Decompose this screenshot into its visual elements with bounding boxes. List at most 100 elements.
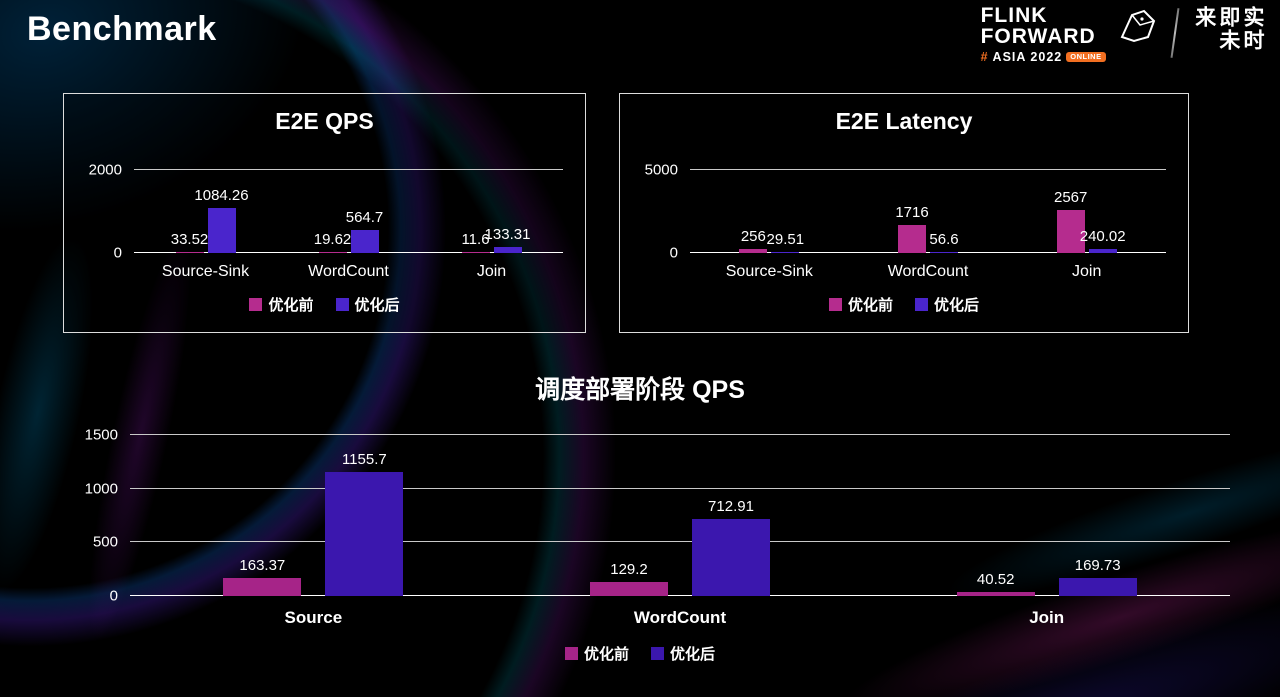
bar-优化前-Join: 11.6 [461, 231, 490, 253]
value-label-优化后-WordCount: 564.7 [345, 208, 384, 226]
value-label-优化后-WordCount: 712.91 [708, 498, 754, 516]
legend-swatch-优化前 [564, 647, 578, 660]
value-label-优化后-Source-Sink: 1084.26 [194, 187, 249, 205]
legend-label-优化前: 优化前 [583, 646, 629, 663]
bar-优化后-Join: 240.02 [1080, 228, 1126, 253]
bar-优化后-Join: 133.31 [485, 226, 530, 253]
gridline-0 [134, 252, 563, 253]
logo-flink-text: FLINK [980, 4, 1048, 27]
legend-swatch-优化后 [915, 298, 928, 311]
slogan-vertical-text: 实时即未来 [1192, 6, 1264, 52]
x-label-WordCount: WordCount [887, 263, 969, 280]
logo-divider [1170, 8, 1180, 58]
bar-groups: 33.52 1084.26 19.62 564.7 11.6 133.31 [134, 170, 563, 253]
top-chart-row: E2E QPS 0 2000 33.52 1084.26 19.62 564.7 11.6 1… [63, 93, 1217, 333]
plot-area-e2e-qps: 0 2000 33.52 1084.26 19.62 564.7 11.6 133.31 [89, 162, 563, 262]
legend-label-优化后: 优化后 [354, 297, 400, 314]
bar-group-WordCount: 19.62 564.7 [277, 170, 420, 253]
online-badge: ONLINE [1066, 52, 1106, 62]
legend-item-优化前: 优化前 [249, 294, 314, 315]
x-label-Source: Source [284, 608, 343, 627]
gridline-0 [130, 595, 1230, 596]
bar-group-WordCount: 1716 56.6 [849, 170, 1008, 253]
y-tick-0: 0 [113, 244, 122, 262]
value-label-优化前-WordCount: 19.62 [313, 231, 352, 248]
gridline-2000 [134, 169, 563, 170]
x-axis-labels-e2e-latency: Source-Sink WordCount Join [690, 263, 1166, 281]
bar-group-Join: 11.6 133.31 [420, 170, 563, 253]
y-tick-0: 0 [669, 244, 678, 262]
value-label-优化后-Join: 240.02 [1079, 228, 1126, 246]
gridline-1000 [130, 487, 1230, 489]
bar-groups: 163.37 1155.7 129.2 712.91 40.52 169.73 [130, 435, 1230, 596]
bar-优化前-Source: 163.37 [223, 557, 302, 596]
legend-schedule-deploy-qps: 优化前 优化后 [0, 643, 1280, 664]
charts-area: E2E QPS 0 2000 33.52 1084.26 19.62 564.7 11.6 1… [0, 93, 1280, 664]
logo-forward-text: FORWARD [980, 25, 1096, 49]
bar-优化后-WordCount: 56.6 [929, 231, 959, 253]
gridline-1500 [130, 434, 1230, 435]
legend-item-优化后: 优化后 [915, 294, 979, 315]
x-label-WordCount: WordCount [308, 263, 389, 280]
chart-title-schedule-deploy-qps: 调度部署阶段 QPS [535, 376, 745, 404]
value-label-优化前-WordCount: 1716 [895, 203, 929, 221]
bar-group-Join: 40.52 169.73 [863, 435, 1230, 596]
bar-优化后-Join: 169.73 [1058, 557, 1137, 596]
value-label-优化前-Source-Sink: 256 [740, 227, 766, 245]
bar-group-Source-Sink: 256 29.51 [690, 170, 849, 253]
y-tick-500: 500 [92, 533, 118, 551]
y-tick-0: 0 [109, 587, 118, 605]
plot-area-e2e-latency: 0 5000 256 29.51 1716 56.6 2567 240.02 [645, 162, 1166, 262]
x-axis-labels-e2e-qps: Source-Sink WordCount Join [134, 263, 563, 281]
bar-group-Source-Sink: 33.52 1084.26 [134, 170, 277, 253]
value-label-优化前-WordCount: 129.2 [610, 561, 648, 579]
legend-swatch-优化后 [335, 298, 349, 311]
value-label-优化前-Join: 2567 [1053, 189, 1088, 207]
bar-group-WordCount: 129.2 712.91 [497, 435, 864, 596]
bar-groups: 256 29.51 1716 56.6 2567 240.02 [690, 170, 1166, 253]
legend-e2e-qps: 优化前 优化后 [76, 294, 573, 315]
bar-优化后-Source: 1155.7 [325, 451, 404, 596]
plot-area-schedule-deploy-qps: 0 500 1000 1500 163.37 1155.7 129.2 712.91 40.52… [85, 427, 1230, 605]
chart-schedule-deploy-qps: 调度部署阶段 QPS 0 500 1000 1500 163.37 1155.7 129.2… [0, 375, 1280, 664]
chart-title-e2e-qps: E2E QPS [275, 108, 374, 134]
gridline-500 [130, 541, 1230, 543]
value-label-优化前-Source: 163.37 [239, 557, 286, 575]
y-tick-1000: 1000 [84, 480, 118, 498]
legend-swatch-优化前 [828, 298, 842, 311]
legend-label-优化前: 优化前 [268, 297, 314, 314]
bar-优化后-Source-Sink: 29.51 [767, 231, 804, 253]
x-axis-labels-schedule-deploy-qps: Source WordCount Join [130, 608, 1230, 628]
y-tick-2000: 2000 [88, 161, 122, 179]
legend-label-优化后: 优化后 [934, 297, 980, 314]
legend-item-优化后: 优化后 [335, 294, 400, 315]
bar-group-Source: 163.37 1155.7 [130, 435, 497, 596]
bar-优化前-Source-Sink: 33.52 [171, 231, 208, 253]
chart-e2e-latency: E2E Latency 0 5000 256 29.51 1716 56.6 2567 240… [619, 93, 1189, 333]
flink-forward-logo: FLINK FORWARD # ASIA 2022 ONLINE 实时即未来 [981, 5, 1264, 64]
legend-label-优化前: 优化前 [847, 297, 893, 314]
hash-symbol: # [980, 49, 989, 64]
bar-优化前-Source-Sink: 256 [739, 228, 768, 253]
legend-label-优化后: 优化后 [670, 646, 716, 663]
gridline-0 [690, 252, 1166, 253]
legend-item-优化前: 优化前 [564, 643, 629, 664]
bar-优化前-WordCount: 1716 [895, 204, 929, 253]
x-label-Join: Join [476, 263, 507, 280]
page-title: Benchmark [27, 10, 217, 48]
y-tick-1500: 1500 [84, 426, 118, 444]
value-label-优化后-Join: 169.73 [1074, 556, 1121, 574]
event-label: ASIA 2022 [992, 49, 1063, 64]
legend-item-优化前: 优化前 [828, 294, 893, 315]
bar-优化前-WordCount: 19.62 [314, 231, 351, 253]
chart-title-e2e-latency: E2E Latency [835, 108, 973, 134]
squirrel-logo-icon [1120, 9, 1155, 43]
value-label-优化前-Join: 40.52 [976, 570, 1015, 588]
bar-优化前-Join: 40.52 [956, 571, 1035, 596]
y-tick-5000: 5000 [644, 161, 678, 179]
bar-优化后-WordCount: 564.7 [346, 209, 383, 253]
bar-优化后-Source-Sink: 1084.26 [194, 187, 249, 253]
x-label-Join: Join [1072, 263, 1102, 280]
value-label-优化后-Source: 1155.7 [341, 450, 387, 468]
gridline-5000 [690, 169, 1166, 170]
